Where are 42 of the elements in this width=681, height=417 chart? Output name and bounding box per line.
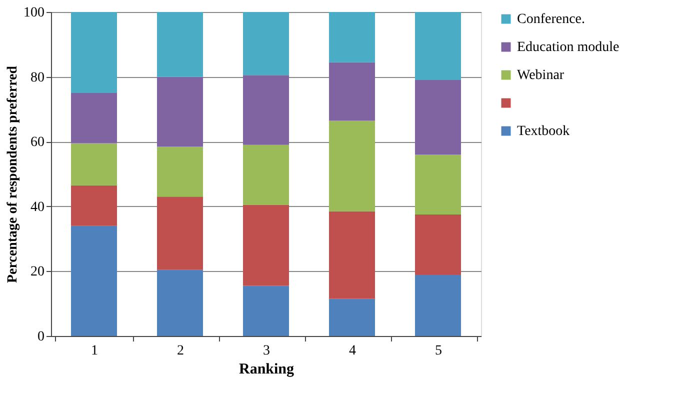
bar	[415, 214, 461, 274]
bar	[157, 76, 203, 146]
legend-label: Textbook	[517, 124, 570, 139]
bar	[329, 120, 375, 212]
bar	[71, 185, 117, 226]
x-tick-label: 1	[91, 344, 98, 358]
bar	[243, 75, 289, 145]
legend-label: Education module	[517, 40, 620, 55]
bar	[157, 196, 203, 270]
x-axis-title: Ranking	[238, 362, 295, 378]
y-tick-label: 60	[30, 135, 44, 150]
x-tick-label: 2	[177, 344, 184, 358]
x-tick-label: 5	[435, 344, 442, 358]
bar	[329, 211, 375, 299]
bar	[71, 143, 117, 186]
bar	[157, 270, 203, 336]
x-tick-label: 4	[349, 344, 356, 358]
x-tick-label: 3	[263, 344, 270, 358]
bar	[157, 12, 203, 77]
bar	[243, 204, 289, 286]
bar	[329, 12, 375, 62]
bar	[71, 12, 117, 93]
legend-label: Conference.	[517, 12, 586, 27]
bar	[71, 226, 117, 336]
bar	[415, 12, 461, 80]
y-tick-label: 20	[30, 264, 44, 280]
y-tick-label: 40	[30, 200, 44, 215]
bar	[243, 12, 289, 76]
bar	[415, 274, 461, 336]
bar	[243, 286, 289, 336]
y-tick-label: 80	[30, 70, 44, 86]
bar	[71, 93, 117, 144]
y-tick-label: 0	[38, 330, 44, 344]
y-tick-label: 100	[24, 6, 44, 20]
bar	[243, 144, 289, 205]
y-axis-title: Percentage of respondents preferred	[6, 66, 20, 284]
bar	[329, 298, 375, 336]
bar	[415, 154, 461, 214]
bar	[329, 62, 375, 121]
bar	[157, 146, 203, 197]
bar	[415, 80, 461, 155]
legend-label: Webinar	[517, 68, 564, 83]
